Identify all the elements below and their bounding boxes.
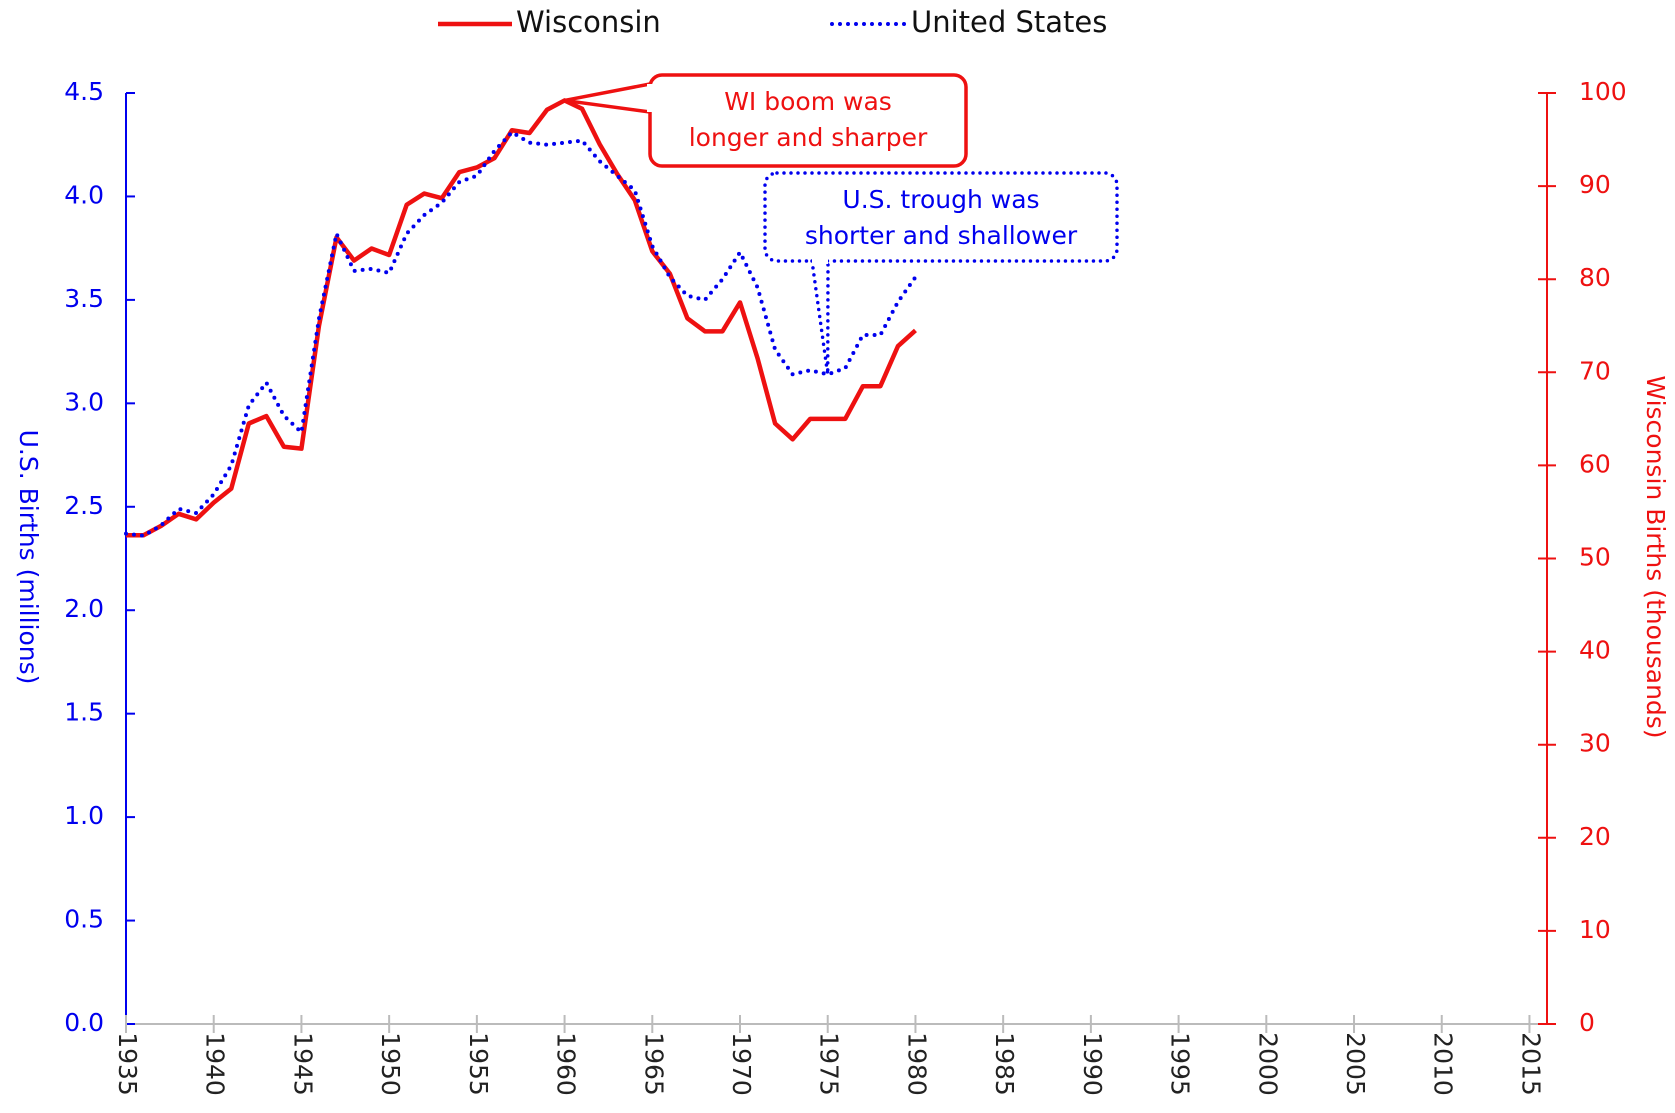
y2-tick-label: 60 [1579,449,1611,478]
legend-label: United States [911,5,1107,39]
callout-gap [647,84,653,112]
x-tick-label: 1975 [815,1032,844,1096]
callout: U.S. trough was shorter and shallower [763,171,1119,375]
callout-text: longer and sharper [689,123,928,152]
y2-tick-label: 20 [1579,822,1611,851]
y2-tick-label: 40 [1579,636,1611,665]
callout-text: shorter and shallower [805,221,1078,250]
y-tick-label: 0.5 [64,905,104,934]
y-tick-label: 3.5 [64,284,104,313]
x-tick-label: 2010 [1429,1032,1458,1096]
y2-tick-label: 30 [1579,729,1611,758]
x-tick-label: 1955 [464,1032,493,1096]
x-tick-label: 2000 [1253,1032,1282,1096]
callout-box [648,73,968,168]
legend-label: Wisconsin [516,5,661,39]
y-tick-label: 4.5 [64,77,104,106]
y2-tick-label: 70 [1579,356,1611,385]
series-line [126,98,917,538]
x-tick-label: 1995 [1166,1032,1195,1096]
x-tick-label: 1935 [113,1032,142,1096]
y2-tick-label: 100 [1579,77,1627,106]
y-tick-label: 1.5 [64,698,104,727]
callout-text: U.S. trough was [842,185,1039,214]
x-tick-label: 1990 [1078,1032,1107,1096]
y2-tick-label: 50 [1579,543,1611,572]
y-tick-label: 0.0 [64,1008,104,1037]
x-tick-label: 1950 [376,1032,405,1096]
x-tick-label: 1965 [639,1032,668,1096]
y-axis-title: U.S. Births (millions) [14,430,43,685]
y-tick-label: 2.0 [64,594,104,623]
y-tick-label: 1.0 [64,801,104,830]
x-tick-label: 1940 [201,1032,230,1096]
callout: WI boom was longer and sharper [564,73,968,168]
callout-pointer [810,259,830,375]
y2-tick-label: 90 [1579,170,1611,199]
callout-box [763,171,1119,263]
series-line [124,130,918,538]
x-tick-label: 2015 [1516,1032,1545,1096]
callout-text: WI boom was [724,87,892,116]
y2-tick-label: 80 [1579,263,1611,292]
y-tick-label: 3.0 [64,387,104,416]
x-tick-label: 1945 [288,1032,317,1096]
y2-tick-label: 0 [1579,1008,1595,1037]
y-tick-label: 2.5 [64,491,104,520]
x-tick-label: 1960 [552,1032,581,1096]
x-tick-label: 1985 [990,1032,1019,1096]
x-tick-label: 1980 [902,1032,931,1096]
y2-tick-label: 10 [1579,915,1611,944]
callout-pointer [564,82,651,114]
y-tick-label: 4.0 [64,180,104,209]
callout-gap [812,258,828,264]
x-tick-label: 1970 [727,1032,756,1096]
x-tick-label: 2005 [1341,1032,1370,1096]
y2-axis-title: Wisconsin Births (thousands) [1641,375,1670,738]
